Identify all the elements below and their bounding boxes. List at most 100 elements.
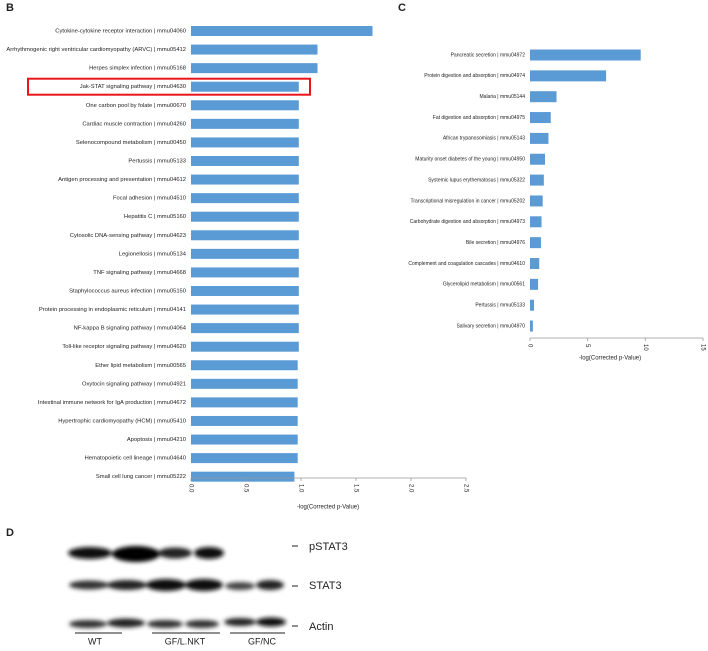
- bar: [191, 44, 318, 55]
- bar: [191, 285, 299, 296]
- bar: [191, 453, 298, 464]
- band-label: Actin: [309, 621, 333, 633]
- category-label: Cardiac muscle contraction | mmu04260: [82, 121, 186, 127]
- bar: [530, 49, 641, 61]
- bar: [530, 174, 544, 186]
- category-label: Complement and coagulation cascades | mm…: [408, 261, 525, 267]
- category-label: Salivary secretion | mmu04970: [456, 323, 525, 329]
- bar: [191, 193, 299, 204]
- bar: [191, 230, 299, 241]
- bar: [530, 299, 535, 311]
- category-label: NF-kappa B signaling pathway | mmu04064: [74, 326, 187, 332]
- bar: [191, 211, 299, 222]
- category-label: One carbon pool by folate | mmu00670: [86, 103, 186, 109]
- x-tick-label: 15: [699, 344, 705, 351]
- bar: [530, 195, 543, 207]
- category-label: Maturity onset diabetes of the young | m…: [415, 157, 525, 163]
- category-label: Intestinal immune network for IgA produc…: [38, 400, 186, 406]
- category-label: Systemic lupus erythematosus | mmu05322: [428, 177, 525, 183]
- panel-label: C: [398, 2, 406, 14]
- bar: [191, 118, 299, 129]
- bar: [191, 304, 299, 315]
- panel-label: D: [6, 527, 14, 539]
- bar: [530, 237, 541, 249]
- bar: [191, 397, 298, 408]
- bar: [191, 360, 298, 371]
- category-label: Focal adhesion | mmu04510: [113, 196, 186, 202]
- category-label: Hepatitis C | mmu05160: [124, 214, 186, 220]
- category-label: Hematopoietic cell lineage | mmu04640: [85, 456, 186, 462]
- bar: [191, 155, 299, 166]
- category-label: Toll-like receptor signaling pathway | m…: [62, 344, 186, 350]
- bar: [191, 81, 299, 92]
- group-label: GF/NC: [248, 636, 276, 646]
- category-label: Herpes simplex infection | mmu05168: [89, 66, 186, 72]
- bar: [191, 415, 298, 426]
- bar: [191, 323, 299, 334]
- bar: [191, 63, 318, 74]
- category-label: Cytosolic DNA-sensing pathway | mmu04623: [70, 233, 186, 239]
- category-label: Transcriptional misregulation in cancer …: [411, 198, 526, 204]
- bar: [191, 137, 299, 148]
- x-tick-label: 0.5: [242, 484, 248, 493]
- bar: [191, 26, 373, 36]
- x-tick-label: 1.0: [297, 484, 303, 493]
- x-tick-label: 0.0: [187, 484, 193, 493]
- bar: [191, 471, 295, 482]
- x-axis-label: -log(Corrected p-Value): [297, 505, 359, 511]
- panel-label: B: [6, 2, 14, 14]
- category-label: Apoptosis | mmu04210: [127, 437, 186, 443]
- category-label: Protein processing in endoplasmic reticu…: [39, 307, 186, 313]
- category-label: Pertussis | mmu05133: [128, 159, 186, 165]
- bar: [530, 70, 607, 82]
- category-label: Cytokine-cytokine receptor interaction |…: [55, 29, 186, 35]
- category-label: Bile secretion | mmu04976: [466, 240, 525, 246]
- group-label: WT: [88, 636, 102, 646]
- x-tick-label: 0: [526, 344, 532, 348]
- category-label: Jak-STAT signaling pathway | mmu04630: [80, 84, 186, 90]
- band-label: pSTAT3: [309, 541, 348, 553]
- category-label: Protein digestion and absorption | mmu04…: [424, 73, 525, 79]
- bar: [191, 434, 298, 445]
- category-label: African trypanosomiasis | mmu05143: [443, 136, 525, 142]
- band-label: STAT3: [309, 580, 342, 592]
- bar: [191, 378, 298, 389]
- bar: [191, 100, 299, 111]
- category-label: TNF signaling pathway | mmu04668: [93, 270, 186, 276]
- category-label: Carbohydrate digestion and absorption | …: [410, 219, 525, 225]
- x-tick-label: 5: [584, 344, 590, 348]
- category-label: Pertussis | mmu05133: [475, 303, 525, 309]
- category-label: Arrhythmogenic right ventricular cardiom…: [6, 47, 186, 53]
- bar: [530, 258, 540, 269]
- category-label: Malaria | mmu05144: [480, 94, 526, 100]
- bar: [530, 320, 533, 332]
- western-blot: [68, 546, 286, 628]
- bar: [191, 174, 299, 185]
- category-label: Small cell lung cancer | mmu05222: [96, 474, 186, 480]
- category-label: Staphylococcus aureus infection | mmu051…: [69, 289, 186, 295]
- x-tick-label: 2.5: [462, 484, 468, 493]
- category-label: Fat digestion and absorption | mmu04975: [433, 115, 525, 121]
- bar: [530, 91, 557, 103]
- highlight-box: [27, 77, 311, 96]
- bar: [191, 248, 299, 259]
- category-label: Oxytocin signaling pathway | mmu04921: [82, 381, 186, 387]
- bar: [530, 153, 545, 165]
- bar: [530, 216, 542, 228]
- category-label: Antigen processing and presentation | mm…: [58, 177, 186, 183]
- bar: [191, 267, 299, 278]
- x-tick-label: 10: [642, 344, 648, 351]
- x-tick-label: 1.5: [352, 484, 358, 493]
- bar: [191, 341, 299, 352]
- category-label: Ether lipid metabolism | mmu00565: [95, 363, 186, 369]
- blot-markers: [75, 545, 298, 634]
- category-label: Glycerolipid metabolism | mmu00561: [443, 282, 525, 288]
- category-label: Selenocompound metabolism | mmu00450: [76, 140, 186, 146]
- bar: [530, 132, 549, 144]
- x-axis-label: -log(Corrected p-Value): [579, 356, 641, 362]
- category-label: Hypertrophic cardiomyopathy (HCM) | mmu0…: [58, 419, 186, 425]
- category-label: Legionellosis | mmu05134: [119, 251, 187, 257]
- category-label: Pancreatic secretion | mmu04972: [451, 52, 526, 58]
- bar: [530, 278, 539, 290]
